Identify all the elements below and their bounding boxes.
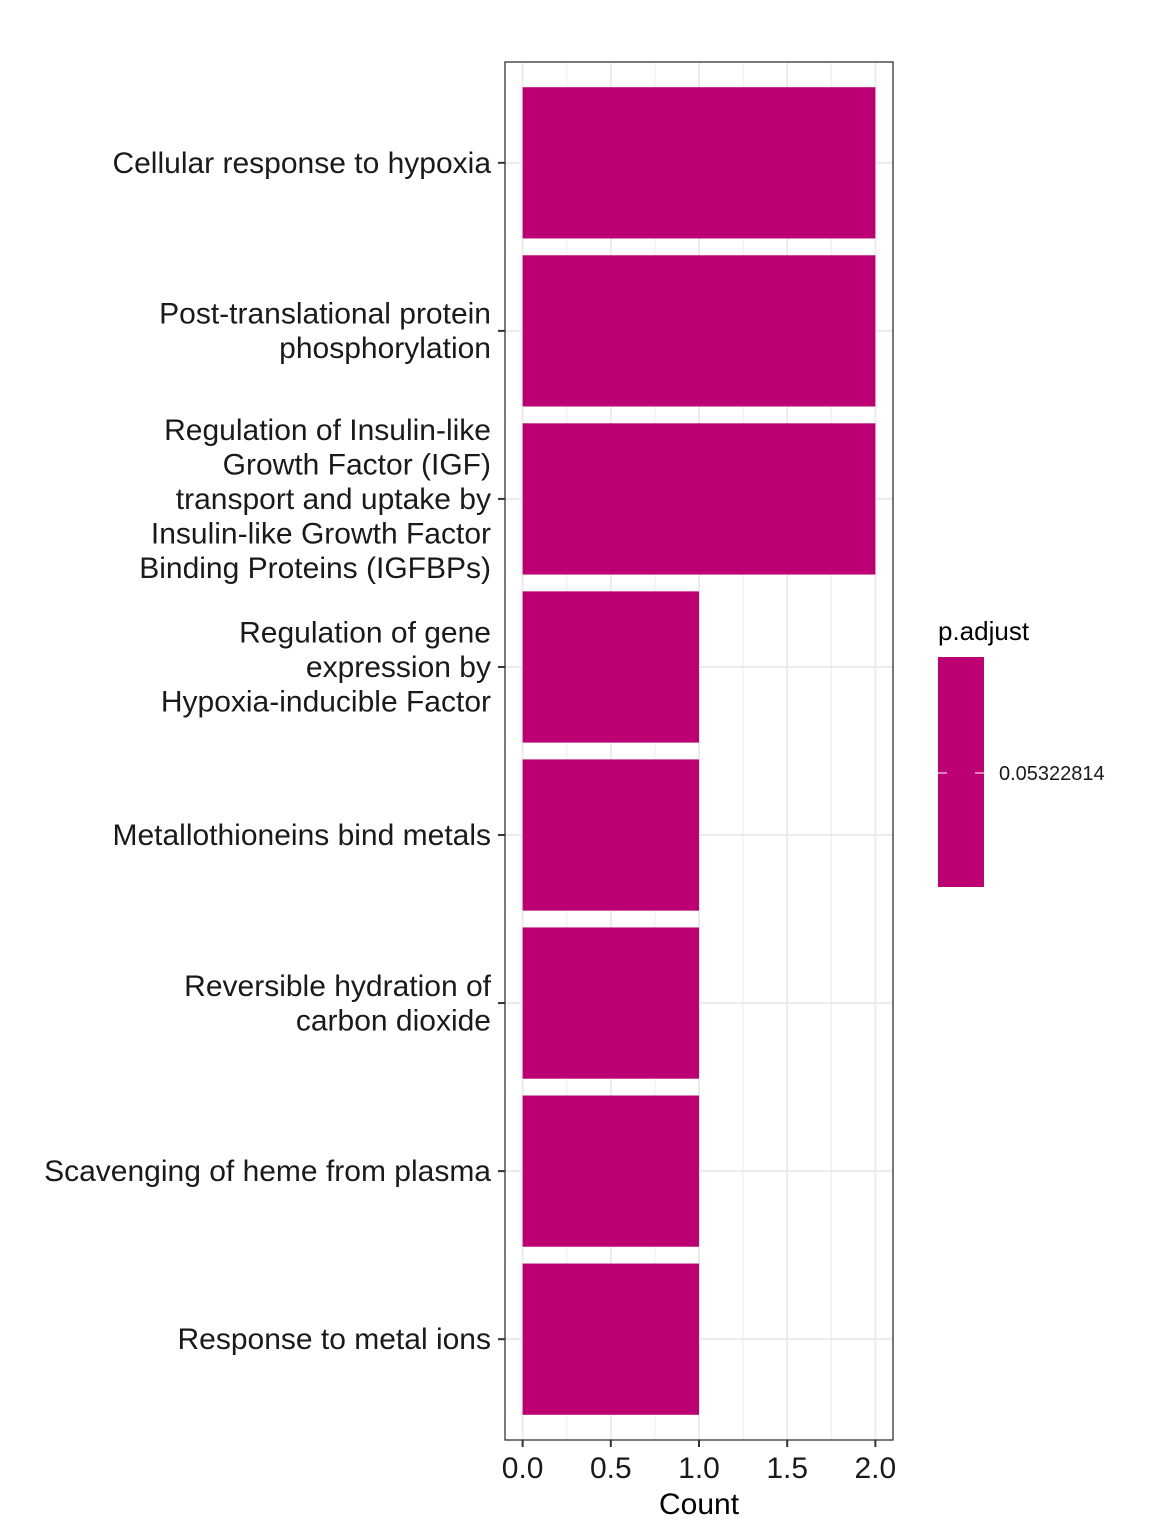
legend: p.adjust 0.05322814 <box>938 616 1105 887</box>
y-tick-label: Post-translational protein phosphorylatio… <box>159 298 491 366</box>
y-tick-label: Cellular response to hypoxia <box>112 147 491 180</box>
bar <box>522 423 876 575</box>
x-tick-label: 2.0 <box>855 1452 897 1485</box>
x-tick-label: 1.5 <box>766 1452 808 1485</box>
bar <box>522 1095 699 1247</box>
bars <box>522 87 876 1415</box>
y-tick-label: Reversible hydration of carbon dioxide <box>184 970 491 1037</box>
bar <box>522 927 699 1079</box>
bar <box>522 255 876 407</box>
x-tick-label: 0.5 <box>590 1452 632 1485</box>
bar <box>522 591 699 743</box>
bar <box>522 1263 699 1415</box>
y-tick-label: Metallothioneins bind metals <box>112 819 491 852</box>
bar <box>522 759 699 911</box>
x-tick-label: 1.0 <box>678 1452 720 1485</box>
legend-title: p.adjust <box>938 616 1030 646</box>
bar <box>522 87 876 239</box>
x-axis: 0.0 0.5 1.0 1.5 2.0 <box>502 1440 896 1485</box>
x-axis-title: Count <box>659 1488 740 1521</box>
legend-label: 0.05322814 <box>999 763 1105 785</box>
legend-colorbar <box>938 657 984 887</box>
y-tick-label: Scavenging of heme from plasma <box>44 1155 491 1188</box>
y-tick-label: Regulation of gene expression by Hypoxia-i… <box>161 616 491 718</box>
x-tick-label: 0.0 <box>502 1452 544 1485</box>
y-tick-label: Response to metal ions <box>177 1323 491 1356</box>
y-tick-label: Regulation of Insulin-like Growth Factor … <box>139 414 491 585</box>
y-axis: Cellular response to hypoxia Post-transla… <box>44 147 505 1356</box>
